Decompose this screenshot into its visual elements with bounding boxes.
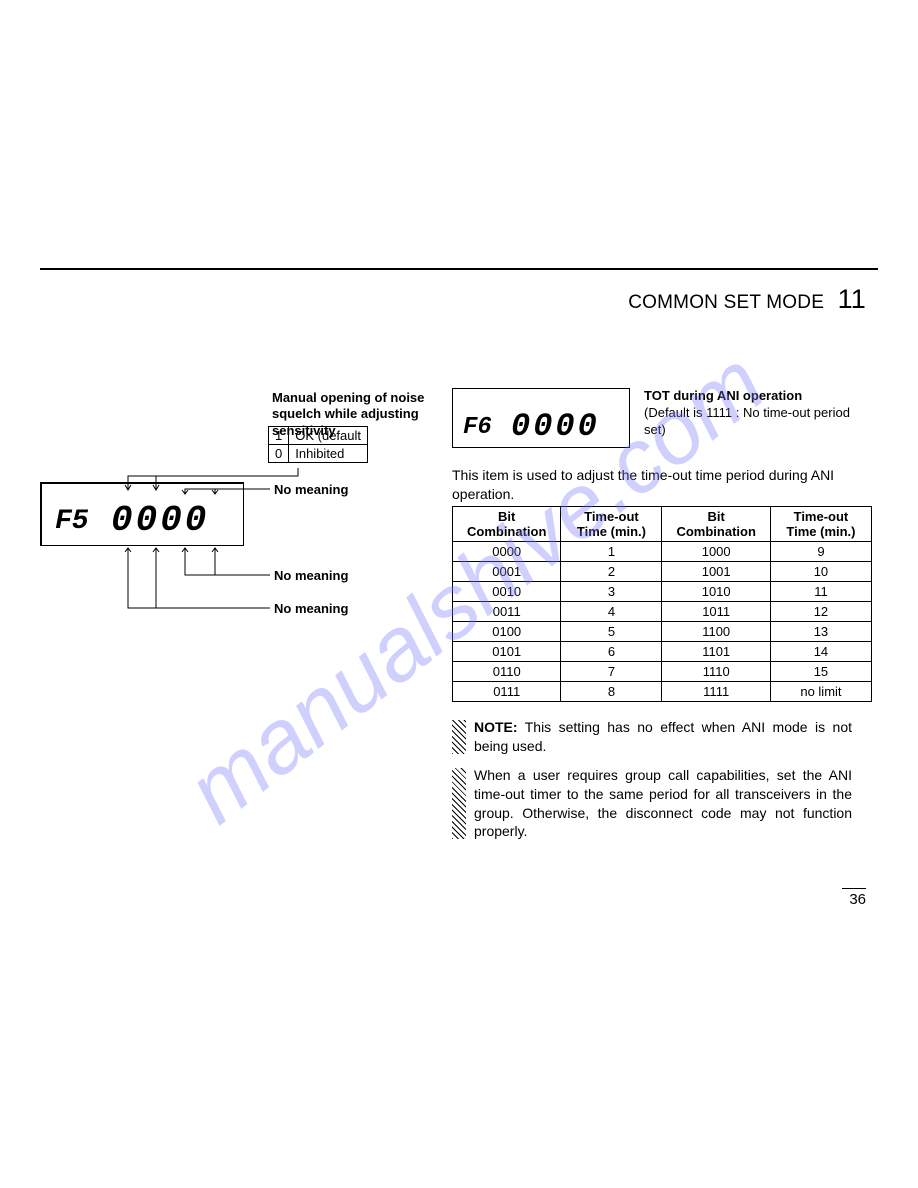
bit-cell: 7	[561, 662, 662, 682]
option-code: 0	[269, 445, 289, 463]
bit-cell: 11	[770, 582, 871, 602]
hatch-icon	[452, 720, 466, 754]
note-text-1: This setting has no effect when ANI mode…	[474, 719, 852, 754]
bit-cell: 0010	[453, 582, 561, 602]
lcd-f5: F5 0000	[40, 482, 244, 546]
bit-th: Time-out Time (min.)	[561, 507, 662, 542]
bit-cell: 12	[770, 602, 871, 622]
bit-cell: 1110	[662, 662, 770, 682]
bit-cell: 0011	[453, 602, 561, 622]
hatch-icon	[452, 768, 466, 840]
bit-cell: 9	[770, 542, 871, 562]
tot-block: TOT during ANI operation (Default is 111…	[644, 388, 868, 439]
lcd-f6-label: F6	[463, 414, 492, 441]
lcd-f5-label: F5	[55, 506, 89, 537]
bit-row: 0000110009	[453, 542, 872, 562]
option-label: OK (default	[289, 427, 368, 445]
bit-cell: 15	[770, 662, 871, 682]
bit-row: 01107111015	[453, 662, 872, 682]
note-paragraph-2: When a user requires group call capabili…	[452, 766, 852, 842]
bit-cell: 0101	[453, 642, 561, 662]
bit-row: 00114101112	[453, 602, 872, 622]
bit-cell: 8	[561, 682, 662, 702]
bit-cell: 10	[770, 562, 871, 582]
tot-heading: TOT during ANI operation	[644, 388, 802, 403]
tot-subtext: (Default is 1111 : No time-out period se…	[644, 405, 850, 437]
bit-th: Bit Combination	[453, 507, 561, 542]
note-text-2: When a user requires group call capabili…	[474, 767, 852, 840]
bit-cell: 1	[561, 542, 662, 562]
bit-cell: 1101	[662, 642, 770, 662]
page-number: 36	[842, 888, 866, 908]
section-title-text: COMMON SET MODE	[628, 292, 824, 313]
bit-row: 01005110013	[453, 622, 872, 642]
bit-row: 011181111no limit	[453, 682, 872, 702]
bit-row: 00103101011	[453, 582, 872, 602]
bit-cell: 0000	[453, 542, 561, 562]
bit-cell: 1000	[662, 542, 770, 562]
bit-table: Bit Combination Time-out Time (min.) Bit…	[452, 506, 872, 702]
lcd-f5-digits: 0000	[111, 500, 209, 541]
section-number: 11	[838, 284, 866, 314]
note-label: NOTE:	[474, 719, 518, 735]
bit-cell: 1011	[662, 602, 770, 622]
option-code: 1	[269, 427, 289, 445]
bit-cell: 4	[561, 602, 662, 622]
option-row: 1 OK (default	[269, 427, 368, 445]
bit-row: 01016110114	[453, 642, 872, 662]
bit-th: Bit Combination	[662, 507, 770, 542]
bit-cell: 6	[561, 642, 662, 662]
annotation-no-meaning-2: No meaning	[274, 568, 348, 583]
bit-cell: 1100	[662, 622, 770, 642]
bit-cell: 14	[770, 642, 871, 662]
bit-cell: 13	[770, 622, 871, 642]
bit-cell: 1111	[662, 682, 770, 702]
bit-cell: 3	[561, 582, 662, 602]
bit-th: Time-out Time (min.)	[770, 507, 871, 542]
bit-cell: 1001	[662, 562, 770, 582]
note-paragraph-1: NOTE: This setting has no effect when AN…	[452, 718, 852, 756]
tot-description: This item is used to adjust the time-out…	[452, 466, 852, 504]
bit-cell: 1010	[662, 582, 770, 602]
bit-cell: no limit	[770, 682, 871, 702]
annotation-no-meaning-3: No meaning	[274, 601, 348, 616]
bit-cell: 0111	[453, 682, 561, 702]
option-row: 0 Inhibited	[269, 445, 368, 463]
bit-cell: 0110	[453, 662, 561, 682]
annotation-no-meaning-1: No meaning	[274, 482, 348, 497]
note-block: NOTE: This setting has no effect when AN…	[452, 718, 852, 851]
lcd-f6: F6 0000	[452, 388, 630, 448]
bit-cell: 0001	[453, 562, 561, 582]
bit-cell: 5	[561, 622, 662, 642]
options-table: 1 OK (default 0 Inhibited	[268, 426, 368, 463]
option-label: Inhibited	[289, 445, 368, 463]
section-header: COMMON SET MODE 11	[628, 284, 866, 315]
bit-cell: 0100	[453, 622, 561, 642]
bit-cell: 2	[561, 562, 662, 582]
page-rule	[40, 268, 878, 270]
bit-row: 00012100110	[453, 562, 872, 582]
lcd-f6-digits: 0000	[511, 408, 600, 445]
